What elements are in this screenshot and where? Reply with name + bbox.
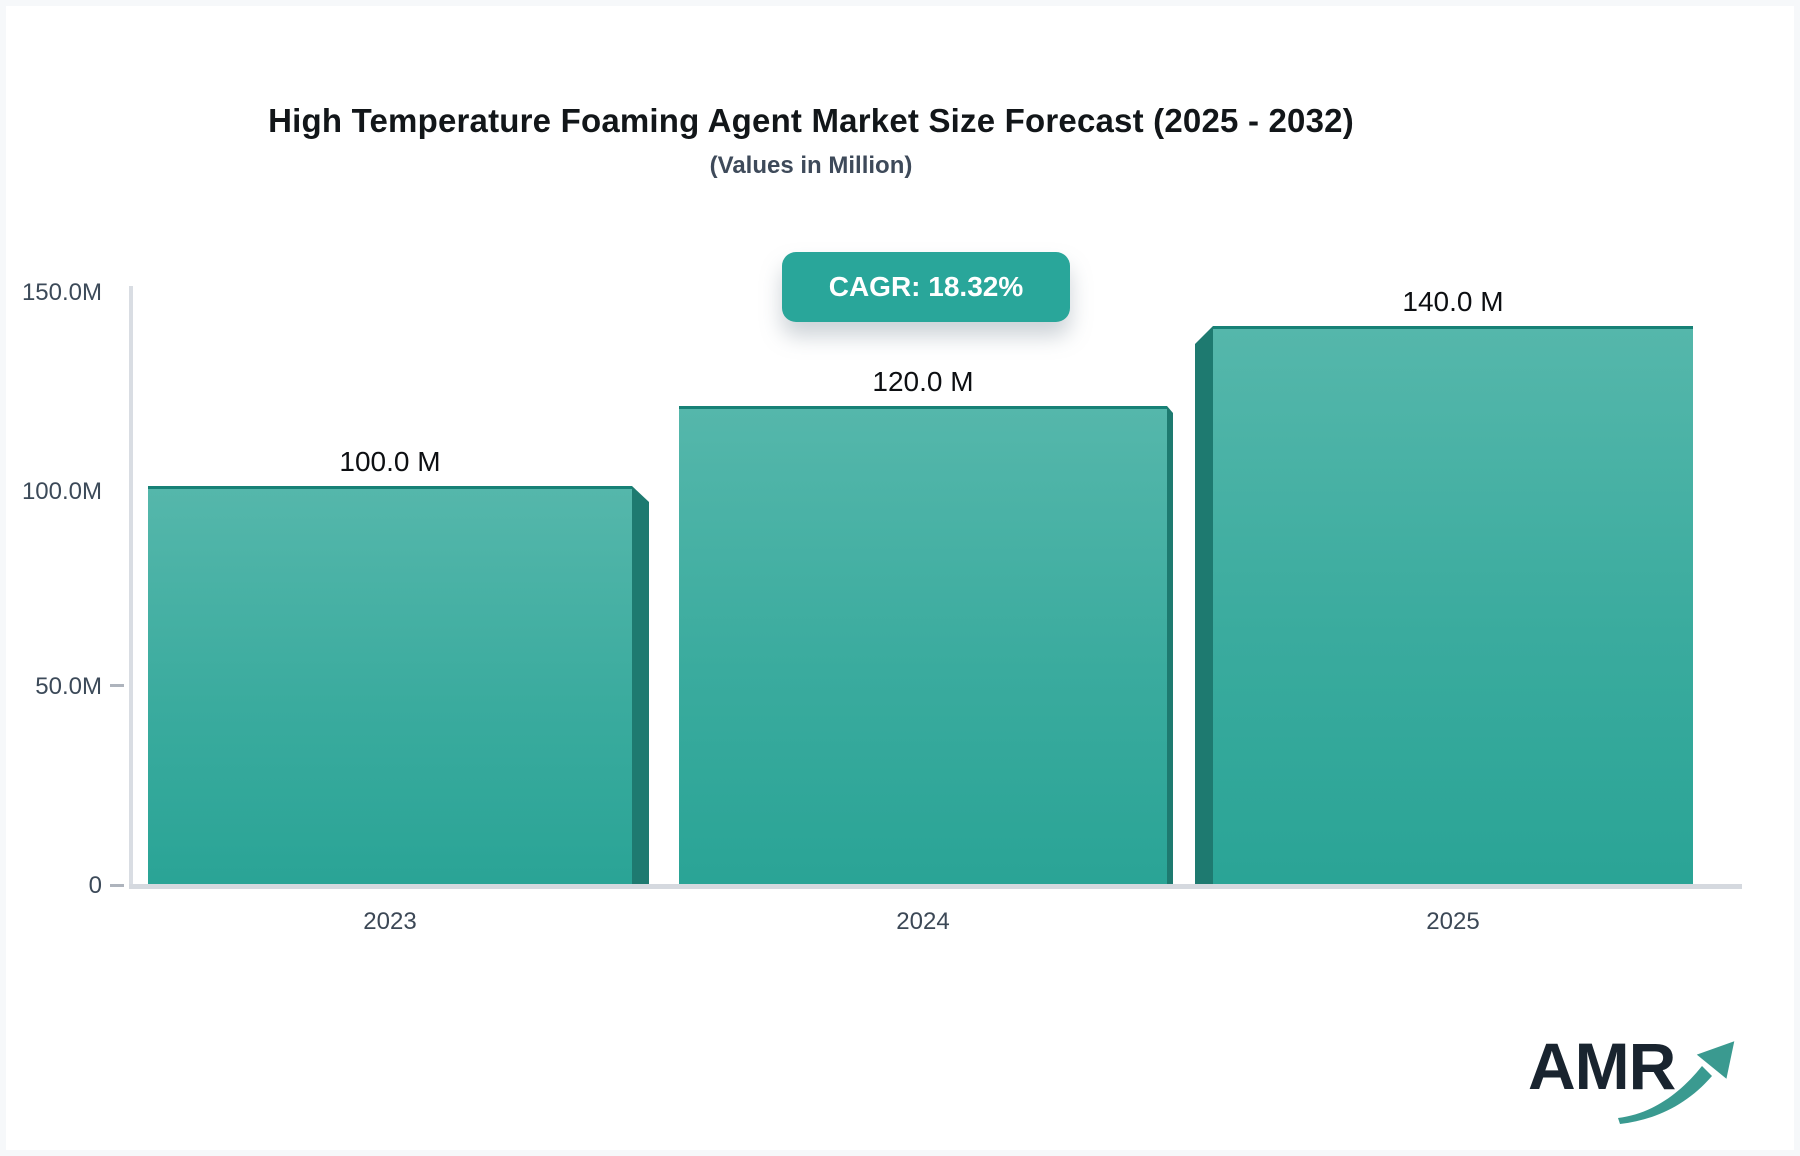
value-label-2023: 100.0 M [339,446,441,477]
x-axis-baseline [129,884,1742,889]
cagr-badge: CAGR: 18.32% [782,252,1070,322]
y-tick-label-0: 0 [88,872,102,899]
bar-2025-side-shadow [1195,326,1213,884]
bar-2023 [148,486,632,884]
y-tick-label-50m: 50.0M [35,673,102,700]
bar-2024 [679,406,1167,884]
bar-2023-side-shadow [632,486,649,884]
y-axis-line [129,286,133,884]
bar-2025 [1213,326,1693,884]
y-tick-mark-50m [110,684,124,687]
chart-card: High Temperature Foaming Agent Market Si… [6,6,1794,1150]
chart-title: High Temperature Foaming Agent Market Si… [268,102,1354,139]
amr-logo: AMR [1528,1028,1743,1128]
y-tick-label-150m: 150.0M [21,279,102,306]
value-label-2024: 120.0 M [872,366,974,397]
x-axis-label-2023: 2023 [363,908,417,935]
value-label-2025: 140.0 M [1402,286,1504,317]
x-axis-label-2025: 2025 [1426,908,1480,935]
y-tick-label-100m: 100.0M [21,478,102,505]
amr-logo-text: AMR [1528,1029,1676,1103]
bar-2024-side-shadow [1167,406,1173,884]
chart-subtitle: (Values in Million) [709,152,913,179]
y-tick-mark-0 [110,884,124,887]
x-axis-label-2024: 2024 [896,908,950,935]
logo-growth-arrow-icon [1618,1041,1735,1124]
cagr-badge-label: CAGR: 18.32% [828,271,1024,302]
